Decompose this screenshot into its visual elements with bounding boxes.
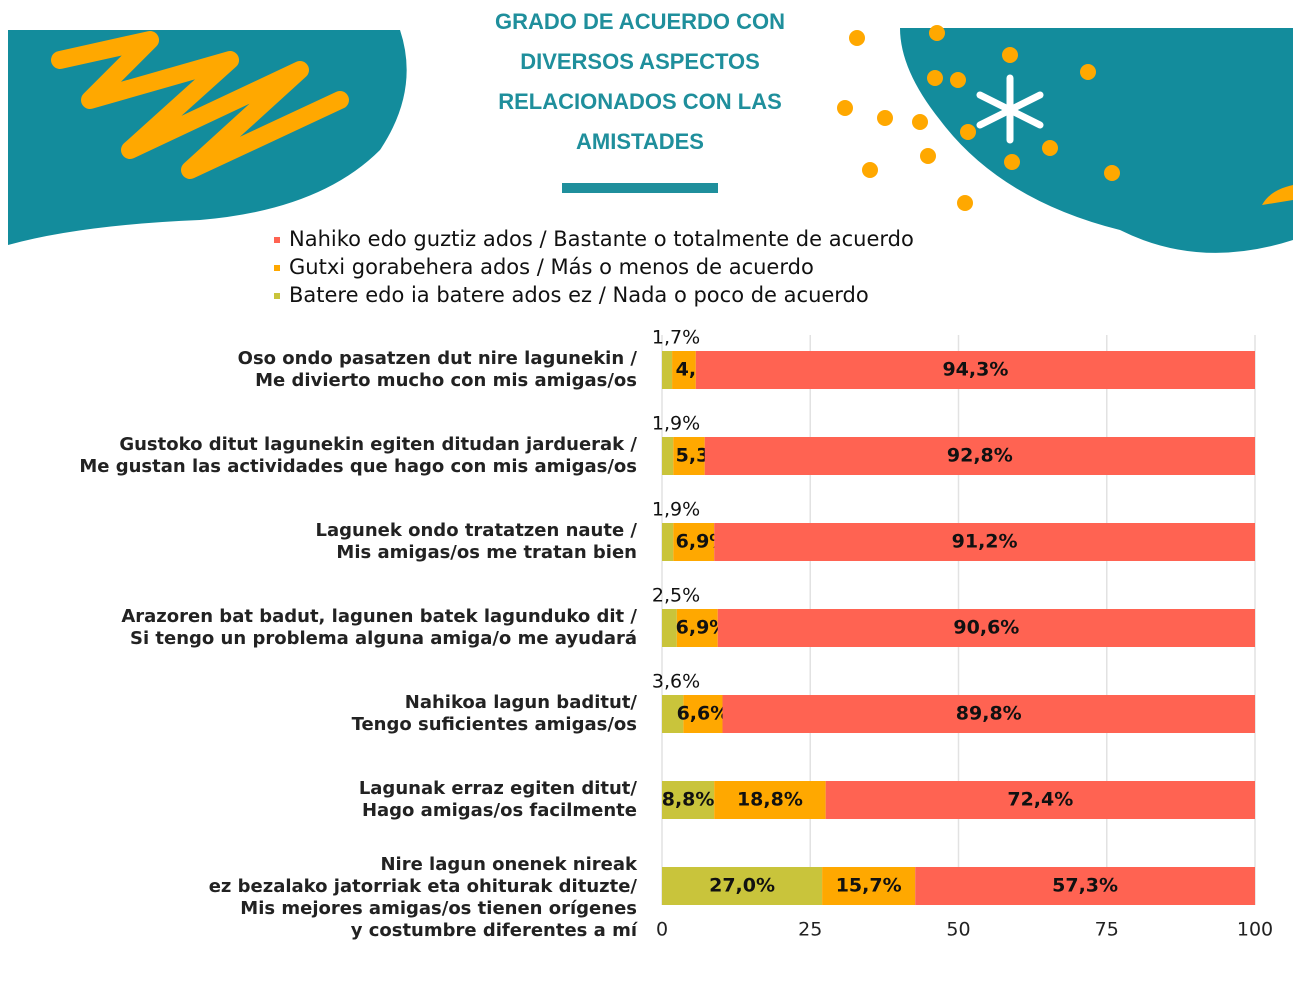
- value-label: 90,6%: [953, 617, 1019, 639]
- x-tick-label: 75: [1095, 919, 1119, 941]
- category-label: Si tengo un problema alguna amiga/o me a…: [130, 628, 637, 649]
- value-label: 18,8%: [737, 789, 803, 811]
- category-label: Lagunak erraz egiten ditut/: [359, 778, 638, 799]
- category-label: Tengo suficientes amigas/os: [352, 714, 637, 735]
- page: Batere edo ia batere ados ez / Nada o po…: [0, 0, 1293, 983]
- category-label: Mis mejores amigas/os tienen orígenes: [240, 898, 637, 919]
- category-label: Arazoren bat badut, lagunen batek lagund…: [121, 606, 637, 627]
- bar-segment: [662, 437, 673, 475]
- legend-label: Gutxi gorabehera ados / Más o menos de a…: [289, 255, 814, 279]
- legend-label: Batere edo ia batere ados ez / Nada o po…: [289, 283, 869, 307]
- value-label: 15,7%: [836, 875, 902, 897]
- value-label: 94,3%: [942, 359, 1008, 381]
- x-tick-label: 50: [946, 919, 970, 941]
- bar-segment: [662, 609, 677, 647]
- value-label: 1,9%: [652, 413, 700, 435]
- x-tick-label: 100: [1237, 919, 1273, 941]
- category-label: Nire lagun onenek nireak: [380, 854, 638, 875]
- legend-marker: [274, 293, 280, 299]
- legend-marker: [274, 237, 280, 243]
- value-label: 27,0%: [709, 875, 775, 897]
- category-label: Lagunek ondo tratatzen naute /: [316, 520, 638, 541]
- category-label: Nahikoa lagun baditut/: [405, 692, 638, 713]
- value-label: 1,7%: [652, 327, 700, 349]
- value-label: 1,9%: [652, 499, 700, 521]
- category-label: Me gustan las actividades que hago con m…: [79, 456, 637, 477]
- category-label: Oso ondo pasatzen dut nire lagunekin /: [238, 348, 638, 369]
- value-label: 92,8%: [947, 445, 1013, 467]
- value-label: 91,2%: [952, 531, 1018, 553]
- value-label: 89,8%: [956, 703, 1022, 725]
- category-label: y costumbre diferentes a mí: [351, 920, 638, 941]
- chart-title: GRADO DE ACUERDO CON DIVERSOS ASPECTOS R…: [460, 2, 820, 162]
- value-label: 57,3%: [1052, 875, 1118, 897]
- x-tick-label: 0: [656, 919, 668, 941]
- value-label: 6,6%: [677, 703, 730, 725]
- value-label: 8,8%: [662, 789, 715, 811]
- legend-marker: [274, 265, 280, 271]
- value-label: 72,4%: [1007, 789, 1073, 811]
- legend-label: Nahiko edo guztiz ados / Bastante o tota…: [289, 227, 914, 251]
- bar-segment: [662, 351, 672, 389]
- value-label: 2,5%: [652, 585, 700, 607]
- category-label: Gustoko ditut lagunekin egiten ditudan j…: [119, 434, 637, 455]
- value-label: 3,6%: [652, 671, 700, 693]
- category-label: Hago amigas/os facilmente: [362, 800, 637, 821]
- category-label: ez bezalako jatorriak eta ohiturak dituz…: [209, 876, 638, 897]
- category-label: Mis amigas/os me tratan bien: [336, 542, 637, 563]
- bar-segment: [662, 523, 673, 561]
- category-label: Me divierto mucho con mis amigas/os: [255, 370, 637, 391]
- x-tick-label: 25: [798, 919, 822, 941]
